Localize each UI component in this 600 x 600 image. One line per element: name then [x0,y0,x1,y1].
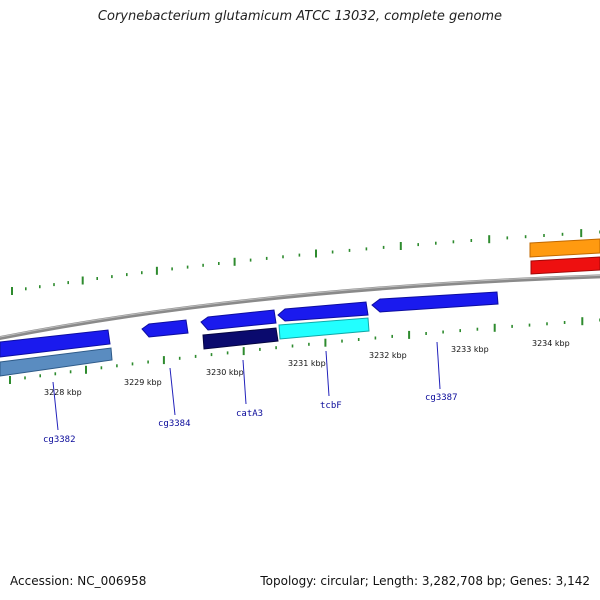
tick-label-3229: 3229 kbp [124,378,162,387]
tick-label-3231: 3231 kbp [288,359,326,368]
outer-tick-track [11,229,600,295]
gene-label-tcbF[interactable]: tcbF [320,401,342,411]
inner-tick-track [9,317,600,384]
gene-upper-3230[interactable] [200,309,277,331]
map-title: Corynebacterium glutamicum ATCC 13032, c… [97,9,503,24]
gene-cg3382-companion[interactable] [0,347,113,377]
tick-label-3232: 3232 kbp [369,351,407,360]
gene-red[interactable] [530,256,600,275]
gene-features [0,238,600,377]
gene-cg3382[interactable] [0,329,111,358]
gene-label-leaders [52,341,441,431]
gene-tcbF[interactable] [278,317,370,340]
tick-label-3233: 3233 kbp [451,345,489,354]
backbone-ring-highlight [0,274,600,338]
gene-upper-3231[interactable] [277,301,369,322]
leader-cg3387 [436,341,441,390]
gene-label-catA3[interactable]: catA3 [236,409,263,419]
tick-labels: 3228 kbp 3229 kbp 3230 kbp 3231 kbp 3232… [44,339,570,397]
gene-catA3[interactable] [202,327,279,350]
accession-text: Accession: NC_006958 [10,574,147,588]
gene-label-cg3387[interactable]: cg3387 [425,393,458,403]
gene-cg3387[interactable] [371,291,499,313]
gene-label-cg3384[interactable]: cg3384 [158,419,191,429]
leader-cg3384 [169,367,176,416]
backbone-ring [0,274,600,341]
tick-label-3228: 3228 kbp [44,388,82,397]
tick-label-3230: 3230 kbp [206,368,244,377]
gene-orange[interactable] [529,238,600,258]
leader-tcbF [325,350,330,397]
leader-catA3 [242,359,247,405]
gene-label-cg3382[interactable]: cg3382 [43,435,76,445]
leader-cg3382 [52,381,59,431]
gene-labels: cg3382 cg3384 catA3 tcbF cg3387 [43,393,458,445]
backbone [0,274,600,341]
genome-summary-text: Topology: circular; Length: 3,282,708 bp… [260,574,590,588]
tick-label-3234: 3234 kbp [532,339,570,348]
gene-cg3384[interactable] [141,319,189,338]
